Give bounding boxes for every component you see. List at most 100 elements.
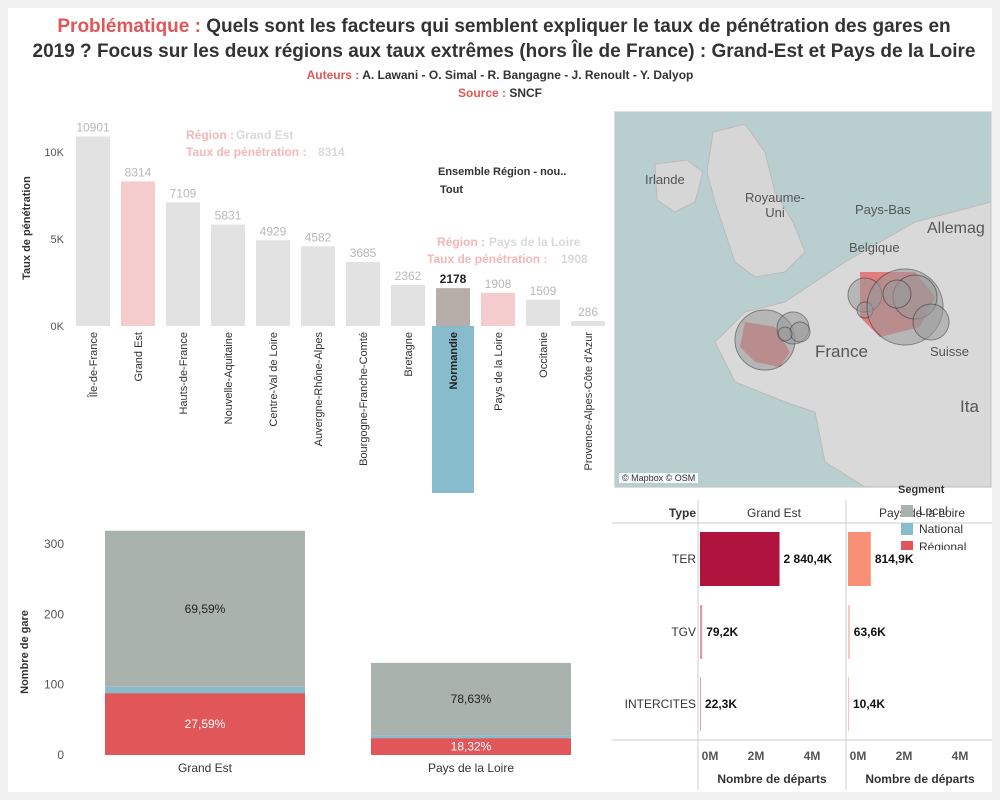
bar-10[interactable] — [526, 299, 560, 326]
circle-pdl-3[interactable] — [789, 321, 811, 343]
header-type: Type — [669, 506, 696, 520]
category-label[interactable]: Bourgogne-Franche-Comté — [358, 332, 370, 466]
header-grand-est: Grand Est — [747, 506, 802, 520]
category-label[interactable]: Grand Est — [178, 761, 233, 775]
y-tick-label: 300 — [44, 537, 64, 551]
map-label-uk: Royaume-Uni — [745, 190, 805, 220]
circle-ge-6[interactable] — [912, 303, 950, 341]
penetration-chart[interactable]: Taux de pénétration 10K 5K 0K 10901 Île-de-Fr… — [8, 108, 608, 493]
title-line-2: 2019 ? Focus sur les deux régions aux ta… — [32, 41, 976, 62]
uk-land — [706, 123, 806, 278]
map-label-suisse: Suisse — [930, 344, 970, 359]
region-map[interactable]: Irlande Royaume-Uni Pays-Bas Belgique Al… — [614, 111, 992, 488]
x-axis-label: Nombre de départs — [865, 772, 975, 786]
title-prefix: Problématique : — [57, 16, 201, 37]
stack-1-2[interactable] — [371, 662, 571, 736]
departures-bar[interactable] — [700, 532, 780, 586]
dashboard: Problématique : Quels sont les facteurs … — [8, 8, 992, 792]
category-label[interactable]: Île-de-France — [87, 332, 100, 398]
stack-1-1[interactable] — [371, 735, 571, 739]
authors-line: Auteurs : A. Lawani - O. Simal - R. Bang… — [8, 68, 992, 82]
departures-bar[interactable] — [848, 532, 871, 586]
page-title: Problématique : Quels sont les facteurs … — [16, 14, 992, 64]
circle-pdl-4[interactable] — [777, 326, 793, 342]
departures-chart[interactable]: Type Grand Est Pays de la Loire TER 2 840,4K… — [612, 490, 992, 790]
bar-3[interactable] — [211, 224, 245, 326]
y-tick-label: 10K — [44, 147, 64, 159]
map-label-france: France — [815, 342, 868, 361]
x-tick-label: 4M — [952, 749, 969, 763]
category-label[interactable]: Nouvelle-Aquitaine — [223, 332, 235, 424]
y-tick-label: 0K — [51, 321, 65, 333]
y-tick-label: 100 — [44, 678, 64, 692]
regional-pct-label: 18,32% — [451, 740, 492, 754]
stack-0-1[interactable] — [105, 686, 305, 694]
legend-regional[interactable]: Régional — [901, 540, 966, 550]
bar-value-label: 3685 — [350, 246, 377, 260]
category-label[interactable]: Centre-Val de Loire — [268, 332, 280, 427]
source: SNCF — [509, 86, 543, 100]
departures-value-label: 814,9K — [875, 552, 914, 566]
bar-0[interactable] — [76, 136, 110, 326]
map-canvas — [654, 123, 991, 487]
category-label[interactable]: Provence-Alpes-Côte d'Azur — [583, 332, 595, 471]
legend-national[interactable]: National — [901, 522, 963, 536]
category-label[interactable]: Bretagne — [403, 332, 415, 377]
tooltip-grand-est: Région : Grand Est Taux de pénétration : 8… — [178, 120, 398, 164]
departures-bar[interactable] — [700, 605, 703, 659]
departures-bar[interactable] — [848, 605, 850, 659]
svg-text:Région :: Région : — [437, 235, 485, 249]
svg-text:Taux de pénétration :: Taux de pénétration : — [427, 252, 547, 266]
stations-chart[interactable]: Nombre de gare 300 200 100 0 27,59% 69,59% Gran… — [8, 502, 608, 792]
departures-bar[interactable] — [848, 677, 849, 731]
map-label-irlande: Irlande — [645, 172, 685, 187]
row-label[interactable]: TER — [672, 552, 696, 566]
departures-bar[interactable] — [700, 677, 701, 731]
category-label[interactable]: Occitanie — [538, 332, 550, 378]
legend-local[interactable]: Local — [901, 504, 948, 518]
category-label[interactable]: Pays de la Loire — [428, 761, 514, 775]
map-label-pays-bas: Pays-Bas — [855, 202, 911, 217]
departures-value-label: 2 840,4K — [784, 552, 833, 566]
tooltip-pays-de-la-loire: Région : Pays de la Loire Taux de pénétra… — [427, 235, 588, 266]
map-copyright: © Mapbox © OSM — [619, 473, 699, 483]
stack-1-0[interactable] — [371, 738, 571, 755]
svg-text:Ensemble Région - nou..: Ensemble Région - nou.. — [438, 166, 566, 178]
bar-2[interactable] — [166, 202, 200, 326]
x-tick-label: 0M — [702, 749, 719, 763]
category-label[interactable]: Auvergne-Rhône-Alpes — [313, 332, 325, 447]
bar-value-label: 8314 — [125, 165, 152, 179]
stack-0-0[interactable] — [105, 693, 305, 755]
bar-11[interactable] — [571, 321, 605, 326]
authors: A. Lawani - O. Simal - R. Bangagne - J. … — [362, 68, 694, 82]
svg-text:Grand Est: Grand Est — [236, 128, 293, 142]
row-label[interactable]: TGV — [671, 625, 696, 639]
bar-4[interactable] — [256, 240, 290, 326]
bar-9[interactable] — [481, 292, 515, 326]
bar-value-label: 4582 — [305, 230, 332, 244]
category-label[interactable]: Pays de la Loire — [493, 332, 505, 411]
bar-5[interactable] — [301, 246, 335, 326]
bar-1[interactable] — [121, 181, 155, 326]
region-filter[interactable]: Ensemble Région - nou.. Tout — [438, 166, 566, 196]
category-label[interactable]: Hauts-de-France — [178, 332, 190, 415]
svg-text:Pays de la Loire: Pays de la Loire — [489, 235, 581, 249]
departures-value-label: 79,2K — [706, 625, 738, 639]
y-tick-label: 5K — [51, 234, 65, 246]
local-pct-label: 78,63% — [451, 692, 492, 706]
bar-value-label: 7109 — [170, 186, 197, 200]
legend-title: Segment — [898, 484, 945, 496]
category-label[interactable]: Normandie — [448, 332, 460, 389]
row-label[interactable]: INTERCITES — [625, 697, 696, 711]
y-tick-label: 0 — [57, 748, 64, 762]
circle-ge-5[interactable] — [882, 279, 912, 309]
map-label-italie: Ita — [960, 397, 979, 416]
bar-value-label: 2362 — [395, 269, 422, 283]
x-tick-label: 2M — [748, 749, 765, 763]
category-label[interactable]: Grand Est — [133, 332, 145, 382]
bar-8[interactable] — [436, 288, 470, 326]
bar-6[interactable] — [346, 261, 380, 326]
bar-value-label: 1908 — [485, 277, 512, 291]
bar-7[interactable] — [391, 284, 425, 326]
stack-0-2[interactable] — [105, 530, 305, 687]
